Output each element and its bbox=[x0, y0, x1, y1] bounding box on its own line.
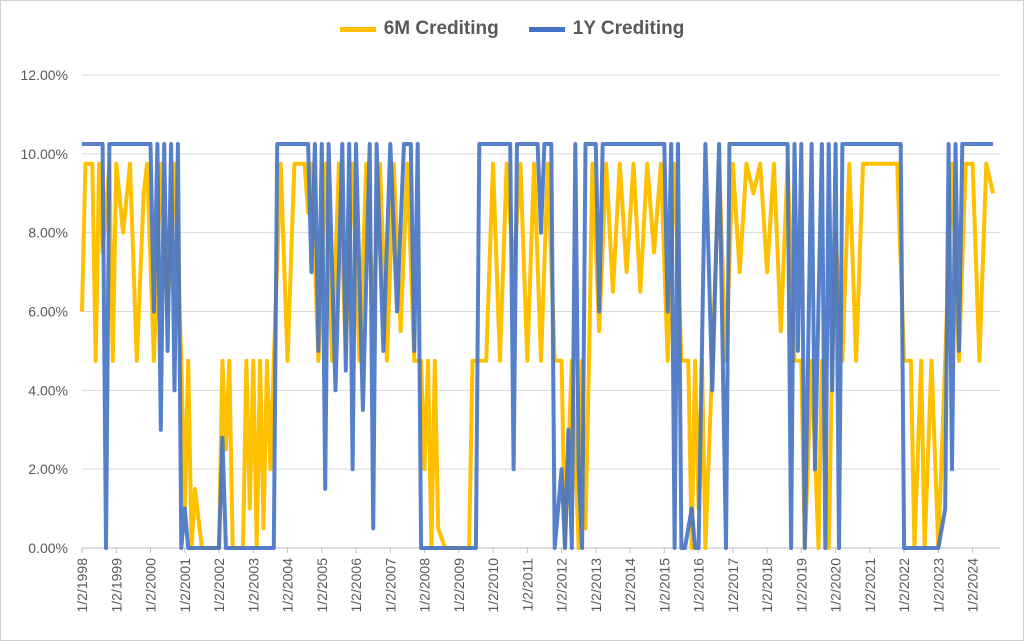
x-tick-label: 1/2/2012 bbox=[554, 558, 570, 613]
y-tick-label: 10.00% bbox=[21, 146, 68, 162]
y-tick-label: 2.00% bbox=[28, 461, 68, 477]
x-tick-label: 1/2/2018 bbox=[759, 558, 775, 613]
y-tick-label: 8.00% bbox=[28, 225, 68, 241]
legend-swatch-1y bbox=[528, 26, 565, 32]
x-axis: 1/2/1998 1/2/1999 1/2/2000 1/2/2001 1/2/2002… bbox=[74, 547, 1000, 613]
y-axis: 0.00% 2.00% 4.00% 6.00% 8.00% 10.00% 12.00% bbox=[21, 67, 68, 556]
x-tick-label: 1/2/2006 bbox=[348, 558, 364, 613]
legend-item-1y: 1Y Crediting bbox=[528, 18, 685, 40]
x-tick-label: 1/2/2005 bbox=[314, 558, 330, 613]
x-tick-label: 1/2/2013 bbox=[588, 558, 604, 613]
x-tick-label: 1/2/1998 bbox=[74, 558, 90, 613]
y-tick-label: 4.00% bbox=[28, 382, 68, 398]
x-tick-label: 1/2/2015 bbox=[656, 558, 672, 613]
x-tick-label: 1/2/2016 bbox=[691, 558, 707, 613]
x-tick-label: 1/2/2017 bbox=[725, 558, 741, 613]
x-tick-label: 1/2/2007 bbox=[382, 558, 398, 613]
series-line-6m bbox=[80, 161, 996, 550]
x-tick-label: 1/2/2022 bbox=[896, 558, 912, 613]
series-group bbox=[80, 142, 996, 550]
x-tick-label: 1/2/2009 bbox=[451, 558, 467, 613]
x-tick-label: 1/2/2010 bbox=[485, 558, 501, 613]
y-tick-label: 0.00% bbox=[28, 540, 68, 556]
x-tick-label: 1/2/2003 bbox=[245, 558, 261, 613]
x-tick-label: 1/2/2000 bbox=[143, 558, 159, 613]
x-tick-label: 1/2/2008 bbox=[417, 558, 433, 613]
x-tick-label: 1/2/2014 bbox=[622, 558, 638, 613]
x-tick-label: 1/2/2020 bbox=[828, 558, 844, 613]
x-tick-label: 1/2/2011 bbox=[519, 558, 535, 612]
x-tick-label: 1/2/2024 bbox=[965, 558, 981, 613]
x-tick-label: 1/2/2002 bbox=[211, 558, 227, 613]
x-tick-label: 1/2/2004 bbox=[280, 558, 296, 613]
x-tick-label: 1/2/2021 bbox=[862, 558, 878, 613]
x-tick-label: 1/2/2019 bbox=[793, 558, 809, 613]
legend-swatch-6m bbox=[339, 26, 376, 32]
y-tick-label: 12.00% bbox=[21, 67, 68, 83]
y-tick-label: 6.00% bbox=[28, 304, 68, 320]
x-tick-label: 1/2/1999 bbox=[108, 558, 124, 613]
legend-label-1y: 1Y Crediting bbox=[572, 18, 685, 39]
x-tick-label: 1/2/2023 bbox=[930, 558, 946, 613]
legend-label-6m: 6M Crediting bbox=[383, 18, 499, 39]
series-line-1y bbox=[82, 142, 994, 550]
x-tick-label: 1/2/2001 bbox=[177, 558, 193, 613]
legend: 6M Crediting 1Y Crediting bbox=[0, 18, 1024, 40]
legend-item-6m: 6M Crediting bbox=[339, 18, 499, 40]
